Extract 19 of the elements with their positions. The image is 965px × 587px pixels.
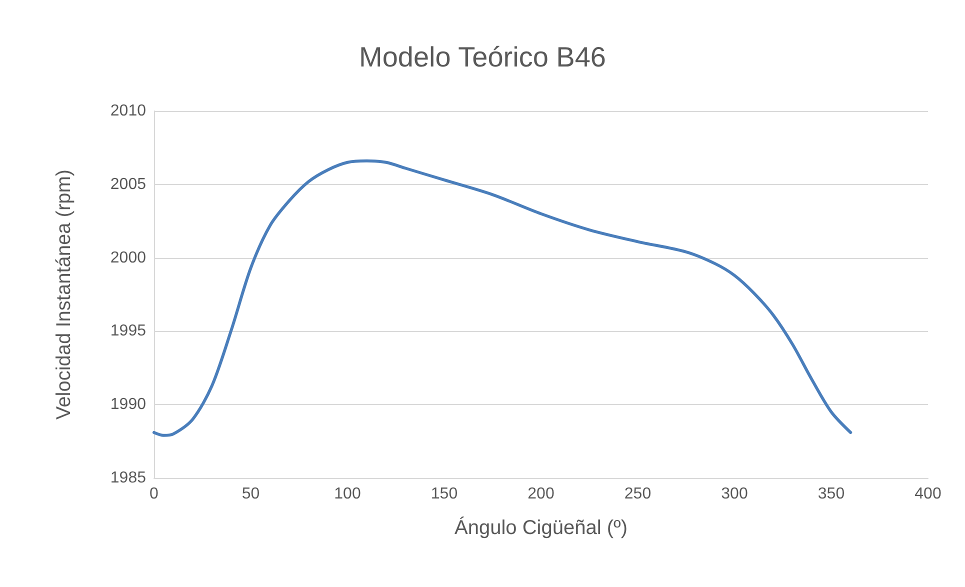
y-axis-title: Velocidad Instantánea (rpm) — [53, 169, 75, 420]
x-tick-label: 250 — [624, 486, 652, 502]
x-tick-label: 300 — [721, 486, 748, 502]
x-tick-label: 400 — [914, 486, 942, 502]
x-tick-label: 100 — [334, 486, 361, 502]
y-tick-label: 1995 — [110, 322, 146, 340]
x-axis-title: Ángulo Cigüeñal (º) — [454, 516, 628, 539]
y-tick-label: 1985 — [110, 470, 146, 486]
y-tick-label: 2005 — [110, 176, 146, 193]
x-tick-label: 150 — [430, 486, 458, 502]
x-tick-label: 0 — [150, 486, 159, 502]
y-tick-label: 2010 — [110, 102, 146, 120]
y-tick-label: 1990 — [110, 396, 146, 414]
x-tick-label: 200 — [528, 486, 554, 502]
x-tick-label: 350 — [818, 486, 845, 502]
y-tick-label: 2000 — [110, 249, 146, 266]
chart-title: Modelo Teórico B46 — [359, 42, 606, 72]
line-series — [152, 159, 852, 437]
x-tick-label: 50 — [242, 486, 260, 502]
